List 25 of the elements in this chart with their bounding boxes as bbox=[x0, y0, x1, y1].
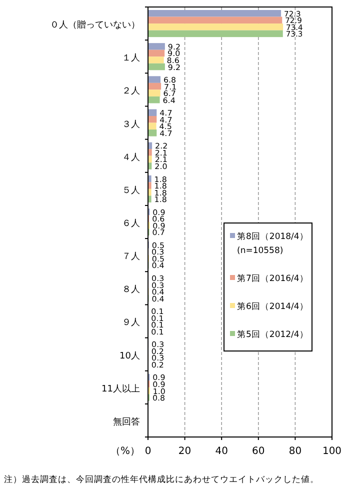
y-tick-label: ５人 bbox=[122, 184, 140, 196]
y-tick-label: ６人 bbox=[122, 218, 140, 229]
y-tick-label: ３人 bbox=[122, 118, 140, 130]
y-tick-label: 無回答 bbox=[113, 416, 140, 428]
y-tick-label: ０人（贈っていない） bbox=[50, 20, 140, 31]
y-tick-label: 10人 bbox=[120, 350, 140, 362]
x-tick-label: 80 bbox=[288, 446, 302, 457]
legend-label: 第5回（2012/4） bbox=[237, 329, 308, 340]
x-axis-title: （%） bbox=[110, 446, 140, 457]
y-tick-label: ７人 bbox=[122, 251, 140, 262]
legend-label: 第7回（2016/4） bbox=[237, 273, 308, 284]
legend-label: 第6回（2014/4） bbox=[237, 301, 308, 312]
x-tick-label: 20 bbox=[178, 446, 192, 457]
legend-label: 第8回（2018/4） (n=10558) bbox=[237, 231, 308, 256]
y-tick-label: ９人 bbox=[122, 317, 140, 328]
y-tick-label: ８人 bbox=[122, 284, 140, 296]
y-tick-label: ４人 bbox=[122, 152, 140, 163]
x-tick-label: 100 bbox=[322, 446, 342, 457]
x-tick-label: 0 bbox=[144, 446, 152, 457]
text: 注）過去調査は、今回調査の性年代構成比にあわせてウエイトバックした値。 bbox=[4, 474, 319, 485]
y-tick-label: ２人 bbox=[122, 86, 140, 97]
y-tick-label: １人 bbox=[122, 52, 140, 64]
y-tick-label: 11人以上 bbox=[102, 383, 140, 394]
x-tick-label: 60 bbox=[252, 446, 265, 457]
x-tick-label: 40 bbox=[215, 446, 228, 457]
